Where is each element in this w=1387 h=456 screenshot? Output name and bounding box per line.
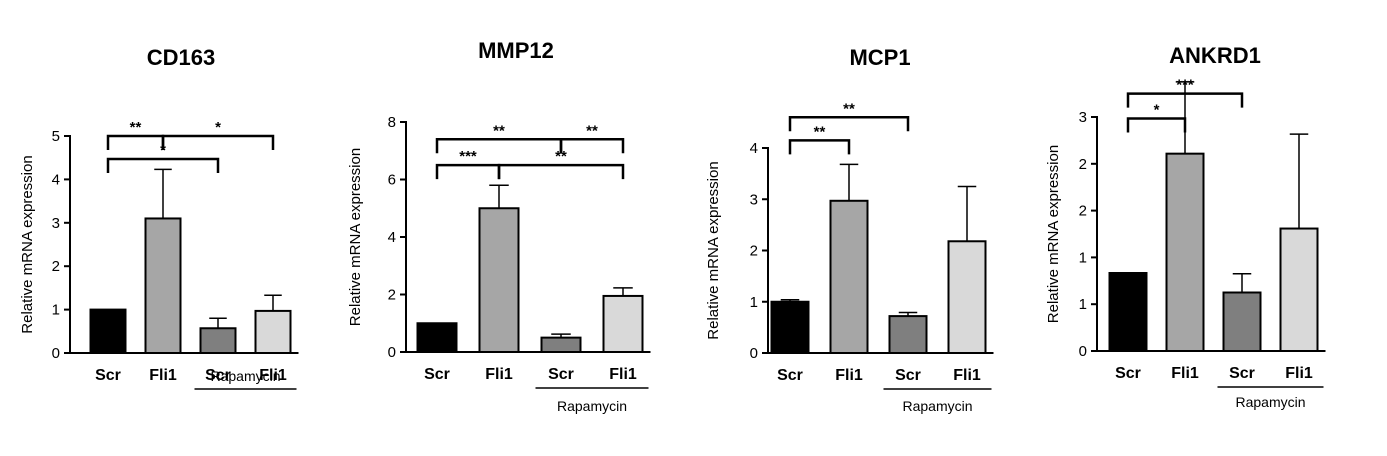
significance-label-2: * xyxy=(160,142,166,159)
significance-bracket-2 xyxy=(106,157,220,174)
y-tick-label: 1 xyxy=(750,294,758,311)
category-label-2: Scr xyxy=(205,367,231,384)
significance-label-1: * xyxy=(1154,102,1160,119)
y-tick-label: 0 xyxy=(750,345,758,362)
y-tick-label: 2 xyxy=(750,243,758,260)
y-tick-label: 4 xyxy=(52,171,60,188)
chart-panel-3: ANKRD1 Relative mRNA expression 0 1 1 2 2 3 Scr F… xyxy=(1045,43,1326,410)
category-label-0: Scr xyxy=(95,367,121,384)
category-label-0: Scr xyxy=(424,366,450,383)
category-label-1: Fli1 xyxy=(485,366,513,383)
bar-3 xyxy=(947,240,987,354)
group-label: Rapamycin xyxy=(557,398,627,414)
y-axis-label: Relative mRNA expression xyxy=(19,155,36,333)
category-label-0: Scr xyxy=(777,367,803,384)
chart-panel-1: MMP12 Relative mRNA expression 0 2 4 6 8 Scr Fli… xyxy=(347,38,651,414)
y-tick-label: 0 xyxy=(388,344,396,361)
significance-bracket-1 xyxy=(559,138,625,154)
y-tick-label: 3 xyxy=(1079,109,1087,126)
group-label: Rapamycin xyxy=(210,368,280,384)
bar-2 xyxy=(540,336,582,353)
category-label-3: Fli1 xyxy=(609,366,637,383)
significance-bracket-1 xyxy=(161,134,275,150)
y-tick-label: 0 xyxy=(1079,343,1087,360)
significance-label-0: ** xyxy=(843,100,855,117)
bar-0 xyxy=(89,308,127,355)
y-axis-label: Relative mRNA expression xyxy=(347,148,364,326)
significance-label-0: ** xyxy=(130,119,142,136)
category-label-3: Fli1 xyxy=(1285,365,1313,382)
y-tick-label: 4 xyxy=(750,140,758,157)
bar-1 xyxy=(829,199,869,354)
bar-1 xyxy=(1165,152,1205,352)
significance-label-1: ** xyxy=(586,122,598,139)
significance-bracket-0 xyxy=(435,138,563,154)
significance-label-0: *** xyxy=(1176,77,1194,94)
y-tick-label: 3 xyxy=(52,215,60,232)
bar-3 xyxy=(254,309,292,355)
y-tick-label: 5 xyxy=(52,128,60,145)
y-tick-label: 2 xyxy=(388,287,396,304)
significance-bracket-1 xyxy=(788,139,851,155)
category-label-3: Fli1 xyxy=(259,367,287,384)
significance-bracket-3 xyxy=(497,163,625,180)
bar-2 xyxy=(199,327,237,354)
bar-0 xyxy=(416,322,458,353)
category-label-1: Fli1 xyxy=(835,367,863,384)
chart-title: MCP1 xyxy=(849,45,910,70)
chart-panel-0: CD163 Relative mRNA expression 0 1 2 3 4 5 Scr Fl… xyxy=(19,45,299,390)
y-tick-label: 2 xyxy=(1079,156,1087,173)
bar-3 xyxy=(1279,227,1319,352)
group-label: Rapamycin xyxy=(902,398,972,414)
y-tick-label: 1 xyxy=(52,302,60,319)
significance-label-3: ** xyxy=(555,148,567,165)
significance-label-1: ** xyxy=(814,123,826,140)
bar-1 xyxy=(478,207,520,353)
y-tick-label: 1 xyxy=(1079,249,1087,266)
significance-label-1: * xyxy=(215,119,221,136)
category-label-2: Scr xyxy=(548,366,574,383)
significance-label-0: ** xyxy=(493,122,505,139)
chart-title: ANKRD1 xyxy=(1169,43,1261,68)
y-tick-label: 2 xyxy=(52,258,60,275)
bar-2 xyxy=(1222,291,1262,352)
y-tick-label: 1 xyxy=(1079,296,1087,313)
y-tick-label: 4 xyxy=(388,229,396,246)
bar-1 xyxy=(144,217,182,354)
significance-bracket-1 xyxy=(1126,117,1187,133)
bar-3 xyxy=(602,294,644,353)
category-label-3: Fli1 xyxy=(953,367,981,384)
significance-bracket-0 xyxy=(1126,92,1244,108)
group-label: Rapamycin xyxy=(1235,394,1305,410)
category-label-1: Fli1 xyxy=(1171,365,1199,382)
y-tick-label: 2 xyxy=(1079,203,1087,220)
category-label-0: Scr xyxy=(1115,365,1141,382)
chart-panel-2: MCP1 Relative mRNA expression 0 1 2 3 4 Scr Fli1… xyxy=(705,45,994,414)
bar-2 xyxy=(888,315,928,355)
y-tick-label: 3 xyxy=(750,191,758,208)
significance-bracket-0 xyxy=(106,134,165,150)
bar-0 xyxy=(770,300,810,354)
category-label-2: Scr xyxy=(895,367,921,384)
significance-bracket-2 xyxy=(435,163,501,180)
y-tick-label: 6 xyxy=(388,172,396,189)
bar-0 xyxy=(1108,272,1148,352)
y-axis-label: Relative mRNA expression xyxy=(705,161,722,339)
significance-label-2: *** xyxy=(459,148,477,165)
chart-title: MMP12 xyxy=(478,38,554,63)
category-label-1: Fli1 xyxy=(149,367,177,384)
category-label-2: Scr xyxy=(1229,365,1255,382)
significance-bracket-0 xyxy=(788,116,910,132)
y-tick-label: 8 xyxy=(388,114,396,131)
y-axis-label: Relative mRNA expression xyxy=(1045,145,1062,323)
chart-title: CD163 xyxy=(147,45,215,70)
y-tick-label: 0 xyxy=(52,345,60,362)
